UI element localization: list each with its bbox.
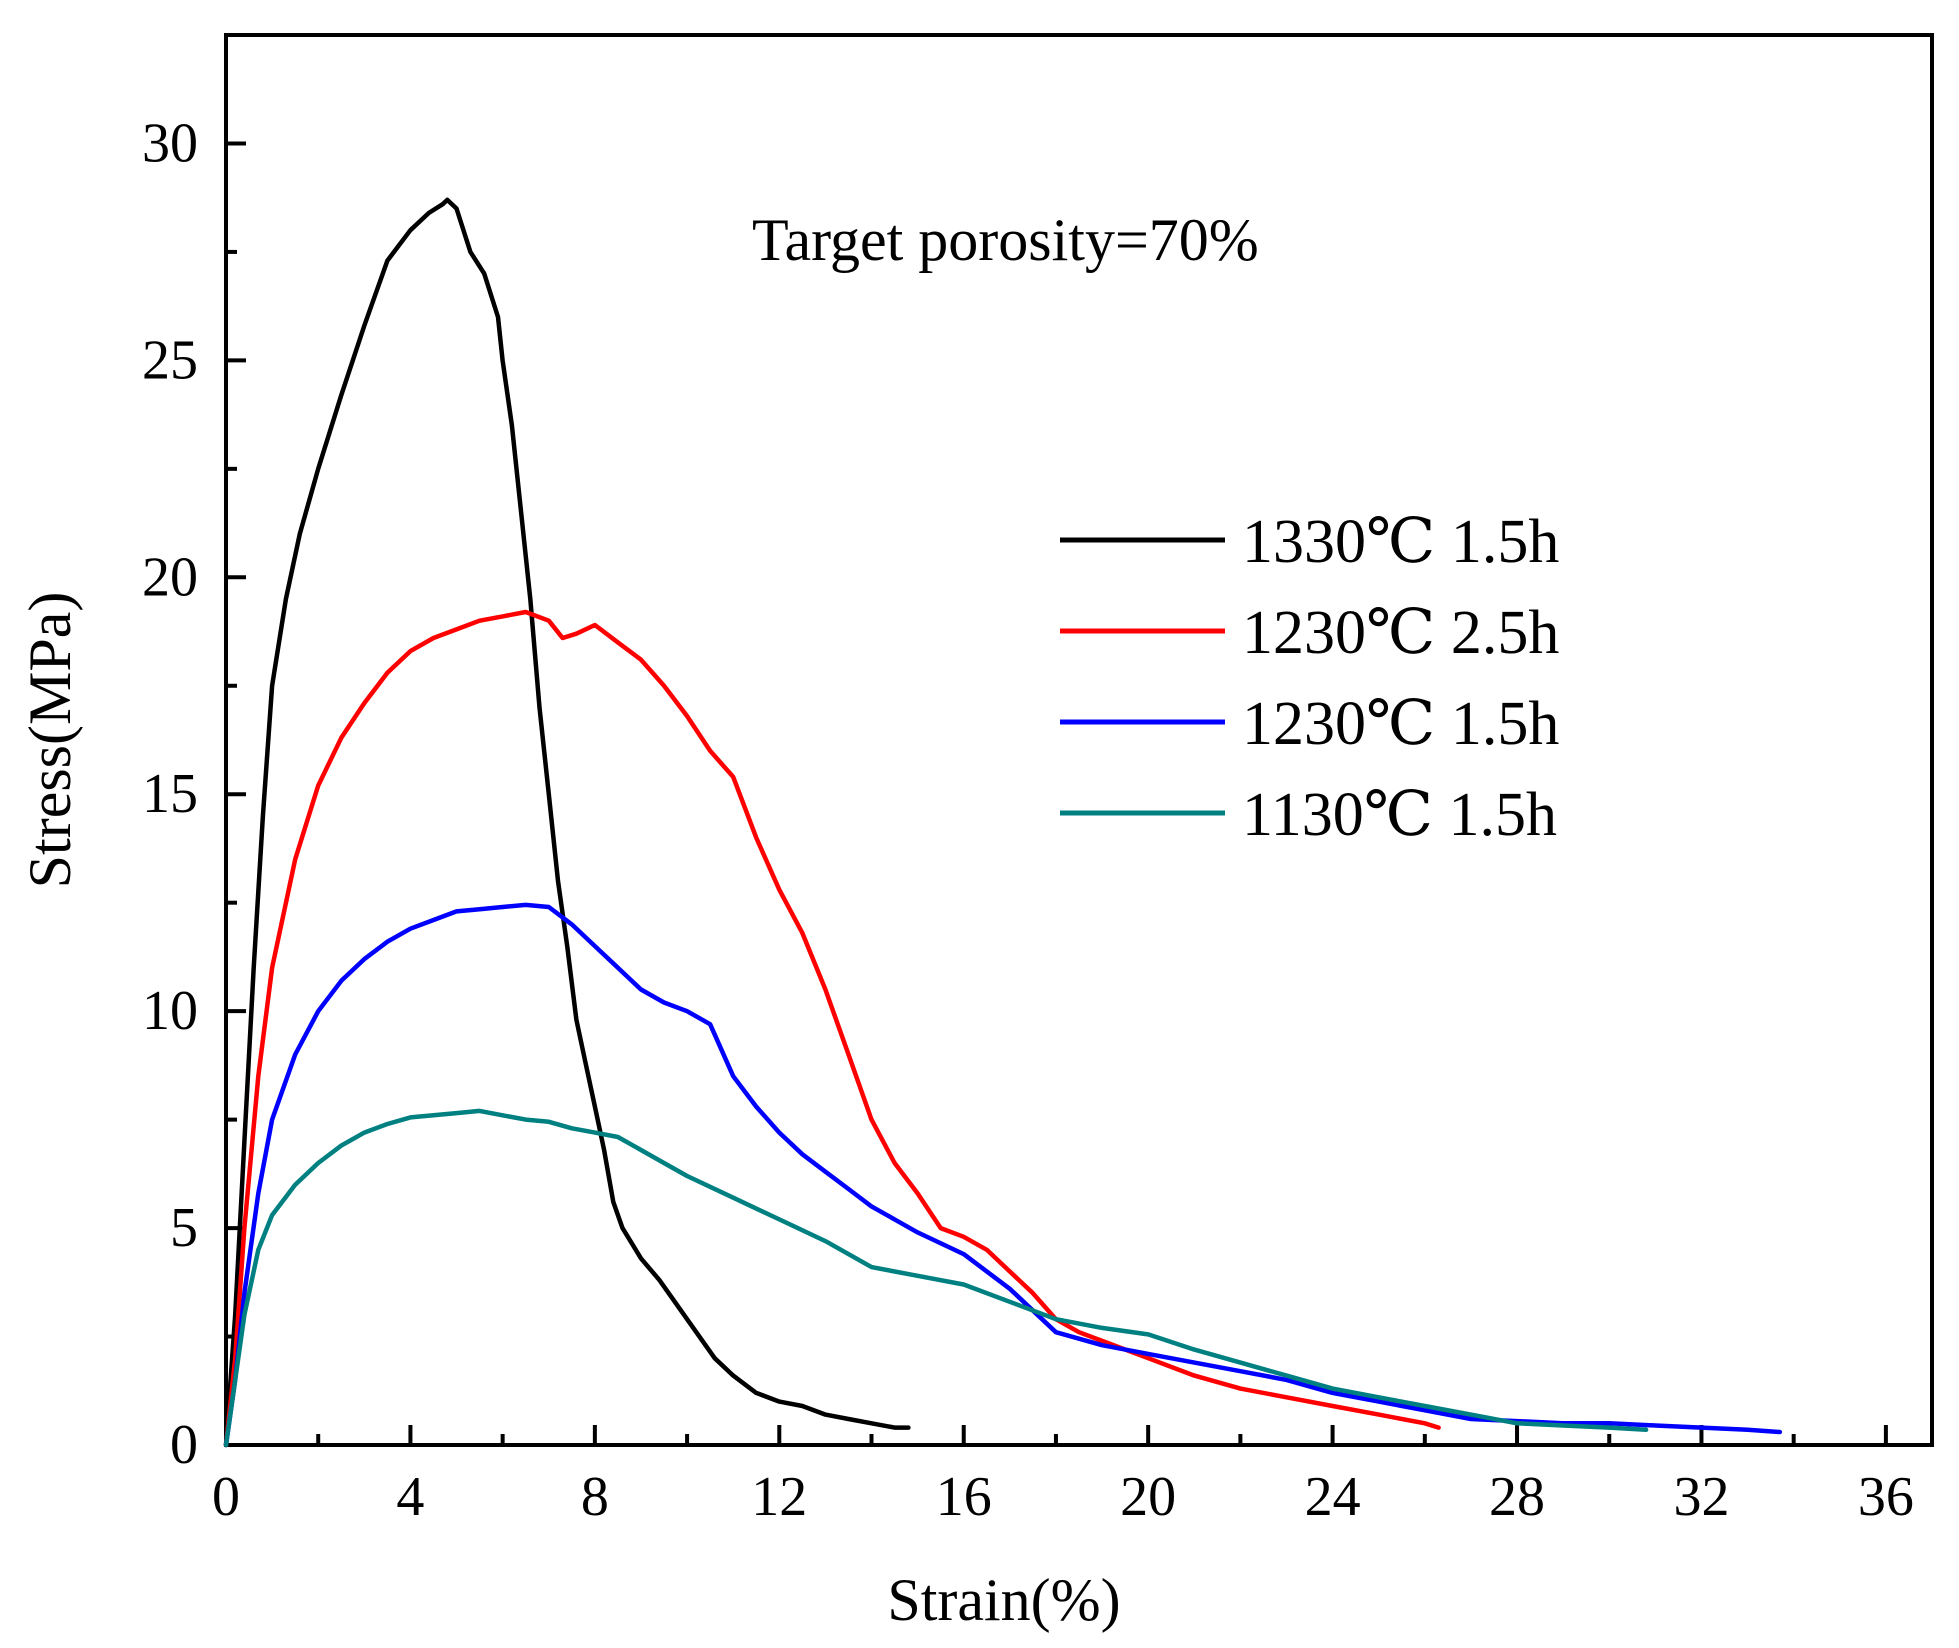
y-tick-label: 5	[170, 1197, 198, 1259]
y-tick-label: 30	[142, 112, 198, 174]
y-tick-label: 0	[170, 1414, 198, 1476]
x-tick-label: 36	[1858, 1466, 1914, 1528]
legend-label-3: 1230℃ 1.5h	[1242, 690, 1559, 758]
series-line-3	[223, 902, 1783, 1448]
x-tick-label: 0	[212, 1466, 240, 1528]
y-tick-label: 15	[142, 763, 198, 825]
series-line-1	[223, 197, 911, 1448]
plot-frame	[224, 33, 1934, 1447]
y-axis-label: Stress(MPa)	[17, 592, 83, 889]
y-tick-label: 25	[142, 329, 198, 391]
y-tick-label: 10	[142, 980, 198, 1042]
x-axis-label: Strain(%)	[887, 1567, 1120, 1633]
x-tick-label: 28	[1489, 1466, 1545, 1528]
series-layer	[223, 197, 1783, 1448]
axis-ticks: 0 4 8 12 16 20 24 28 32 36 0 5 10 15 20 25 30	[142, 33, 1914, 1528]
series-line-2	[223, 609, 1441, 1448]
x-tick-label: 12	[751, 1466, 807, 1528]
x-tick-label: 16	[936, 1466, 992, 1528]
y-tick-label: 20	[142, 546, 198, 608]
x-tick-label: 24	[1305, 1466, 1361, 1528]
legend-label-4: 1130℃ 1.5h	[1242, 781, 1557, 849]
x-tick-label: 4	[396, 1466, 424, 1528]
x-tick-label: 32	[1673, 1466, 1729, 1528]
legend-label-2: 1230℃ 2.5h	[1242, 599, 1559, 667]
series-line-4	[223, 1108, 1649, 1448]
legend: 1330℃ 1.5h 1230℃ 2.5h 1230℃ 1.5h 1130℃ 1.5h	[1060, 508, 1559, 849]
target-porosity-annotation: Target porosity=70%	[752, 207, 1259, 273]
legend-label-1: 1330℃ 1.5h	[1242, 508, 1559, 576]
x-tick-label: 20	[1120, 1466, 1176, 1528]
x-tick-label: 8	[581, 1466, 609, 1528]
